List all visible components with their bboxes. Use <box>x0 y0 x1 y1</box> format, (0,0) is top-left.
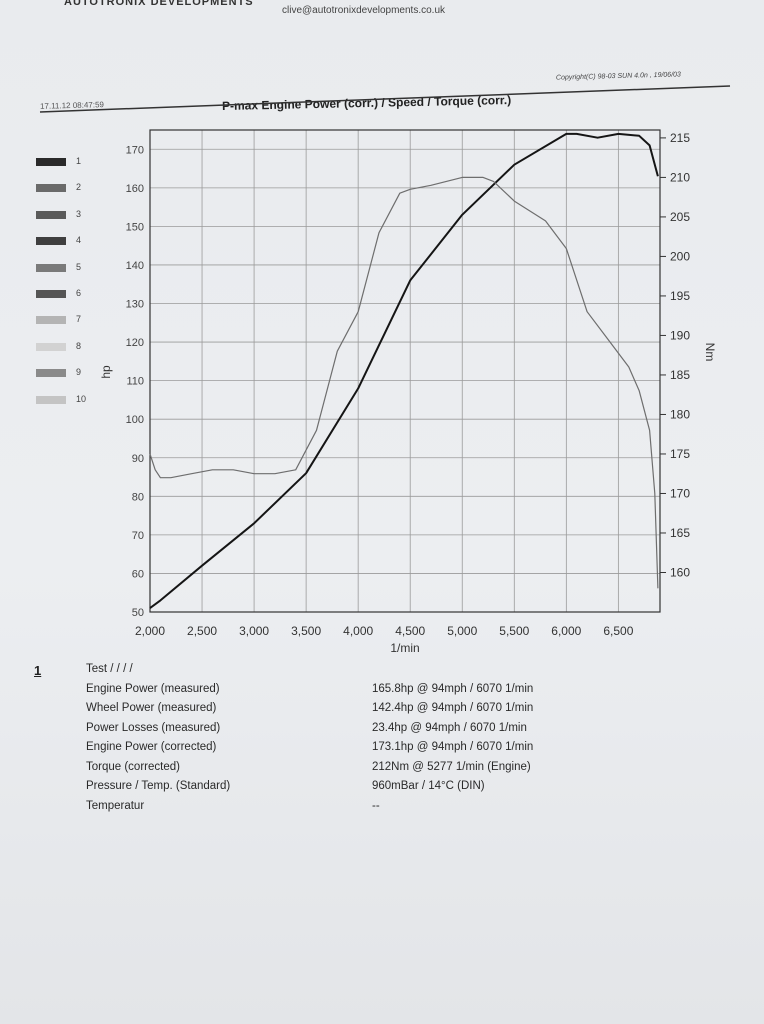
y2-tick-label: 180 <box>670 407 690 421</box>
x-tick-label: 4,000 <box>343 624 373 638</box>
result-label: Wheel Power (measured) <box>86 702 217 714</box>
y2-tick-label: 170 <box>670 486 690 500</box>
x-tick-label: 6,500 <box>603 624 633 638</box>
result-label: Engine Power (measured) <box>86 682 220 695</box>
y2-axis-label: Nm <box>703 343 717 362</box>
y-tick-label: 90 <box>132 453 144 465</box>
header-rule <box>39 85 731 113</box>
legend-number: 5 <box>76 261 82 272</box>
result-label: Pressure / Temp. (Standard) <box>86 780 231 792</box>
result-label: Engine Power (corrected) <box>86 741 217 753</box>
series-layer <box>149 132 659 609</box>
legend-swatch <box>36 158 66 166</box>
y-tick-label: 140 <box>126 260 144 272</box>
result-value: 142.4hp @ 94mph / 6070 1/min <box>372 702 534 714</box>
legend-swatch <box>36 369 66 378</box>
y2-tick-label: 215 <box>670 131 690 145</box>
result-value: 165.8hp @ 94mph / 6070 1/min <box>372 682 534 695</box>
x-tick-label: 2,500 <box>187 624 217 638</box>
legend-number: 1 <box>76 156 82 166</box>
result-value: 212Nm @ 5277 1/min (Engine) <box>372 760 531 773</box>
x-tick-label: 3,000 <box>239 624 269 638</box>
legend-swatch <box>36 263 66 272</box>
y2-tick-label: 210 <box>670 170 690 184</box>
torque-line <box>149 176 659 589</box>
y-tick-label: 100 <box>126 414 144 426</box>
x-tick-label: 2,000 <box>135 624 165 638</box>
y2-tick-label: 160 <box>670 565 690 579</box>
x-tick-label: 3,500 <box>291 624 321 638</box>
email-header: clive@autotronixdevelopments.co.uk <box>282 5 446 16</box>
y-tick-label: 150 <box>126 221 144 233</box>
y-tick-label: 160 <box>126 183 144 195</box>
legend-swatch <box>36 342 66 351</box>
result-value: 960mBar / 14°C (DIN) <box>372 780 485 792</box>
x-tick-label: 4,500 <box>395 624 425 638</box>
legend-swatch <box>36 184 66 193</box>
y2-tick-label: 205 <box>670 210 690 224</box>
legend-swatch <box>36 237 66 246</box>
legend-swatch <box>36 210 66 219</box>
legend-number: 10 <box>76 393 87 404</box>
y-tick-label: 130 <box>126 299 144 311</box>
y-tick-label: 70 <box>132 530 144 542</box>
plot-frame <box>149 129 661 613</box>
y2-tick-label: 200 <box>670 249 690 263</box>
y-tick-label: 80 <box>132 491 144 503</box>
y-tick-label: 60 <box>132 568 144 580</box>
legend-number: 9 <box>76 367 82 378</box>
legend-swatch <box>36 316 66 325</box>
result-label: Test / / / / <box>86 663 133 675</box>
chart-grid <box>149 130 660 613</box>
y2-tick-label: 175 <box>670 447 690 461</box>
y-tick-label: 110 <box>126 376 144 388</box>
legend-number: 2 <box>76 182 82 193</box>
x-tick-label: 5,000 <box>447 624 477 638</box>
x-axis-label: 1/min <box>390 641 419 655</box>
x-tick-label: 6,000 <box>551 624 581 638</box>
legend-swatch <box>36 290 66 298</box>
y2-tick-label: 195 <box>670 289 690 303</box>
company-header: AUTOTRONIX DEVELOPMENTS <box>64 0 254 8</box>
result-value: 23.4hp @ 94mph / 6070 1/min <box>372 721 527 734</box>
y-axis-label: hp <box>99 365 113 379</box>
y2-tick-label: 185 <box>670 368 690 382</box>
power-line <box>149 132 659 609</box>
legend-number: 6 <box>76 288 82 298</box>
result-label: Power Losses (measured) <box>86 721 221 734</box>
y-tick-label: 50 <box>132 607 144 619</box>
ticks-layer: 2,000 2,500 3,000 3,500 4,000 4,500 5,000 5,500… <box>126 131 691 638</box>
result-label: Temperatur <box>86 799 145 812</box>
result-value: -- <box>372 799 380 812</box>
y-tick-label: 170 <box>126 144 144 156</box>
result-label: Torque (corrected) <box>86 760 180 773</box>
y-tick-label: 120 <box>126 337 144 349</box>
legend-number: 8 <box>76 340 82 351</box>
y2-tick-label: 165 <box>670 526 690 540</box>
legend-number: 7 <box>76 314 82 325</box>
legend-swatch <box>36 395 66 404</box>
legend-number: 4 <box>76 235 82 246</box>
result-value: 173.1hp @ 94mph / 6070 1/min <box>372 741 534 753</box>
x-tick-label: 5,500 <box>499 624 529 638</box>
legend-number: 3 <box>76 208 82 219</box>
y2-tick-label: 190 <box>670 328 690 342</box>
result-index: 1 <box>34 663 42 678</box>
